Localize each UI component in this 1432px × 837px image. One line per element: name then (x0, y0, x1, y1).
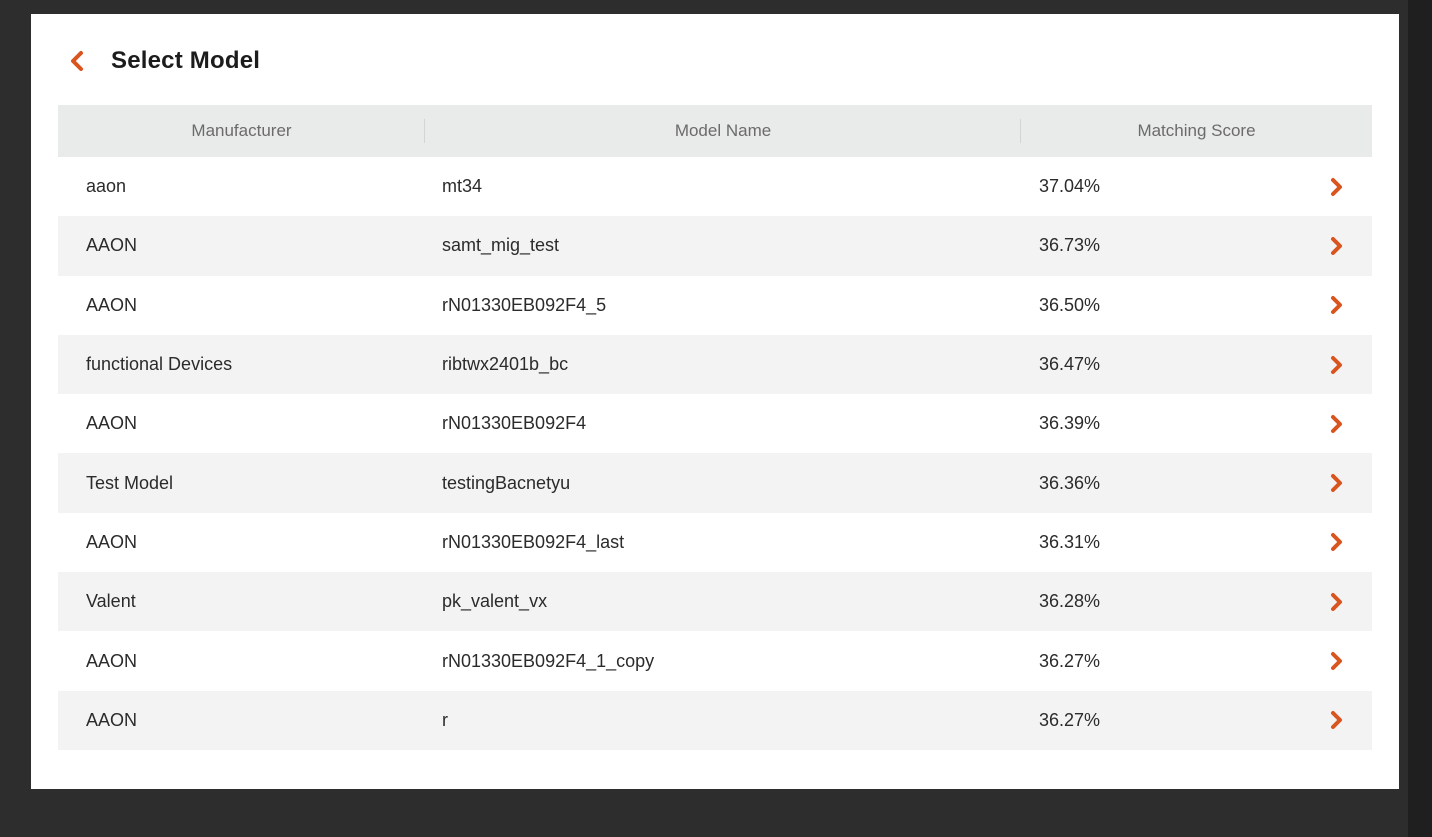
chevron-right-icon (1331, 592, 1342, 611)
table-row[interactable]: Test Model testingBacnetyu 36.36% (58, 453, 1372, 513)
matching-score-cell: 36.28% (1039, 591, 1101, 612)
chevron-right-icon (1331, 236, 1342, 255)
row-select-button[interactable] (1329, 592, 1372, 612)
model-name-cell: samt_mig_test (442, 235, 560, 256)
model-name-cell: testingBacnetyu (442, 472, 571, 493)
back-button[interactable] (65, 49, 89, 73)
chevron-right-icon (1331, 355, 1342, 374)
table-row[interactable]: AAON rN01330EB092F4_1_copy 36.27% (58, 631, 1372, 691)
model-name-cell: rN01330EB092F4 (442, 413, 587, 434)
chevron-right-icon (1331, 474, 1342, 493)
table-row[interactable]: aaon mt34 37.04% (58, 157, 1372, 217)
table-header: Manufacturer Model Name Matching Score (58, 105, 1372, 157)
manufacturer-cell: aaon (86, 176, 127, 197)
header: Select Model (65, 44, 260, 78)
chevron-right-icon (1331, 296, 1342, 315)
select-model-panel: Select Model Manufacturer Model Name Mat… (31, 14, 1399, 789)
model-name-cell: rN01330EB092F4_5 (442, 294, 607, 315)
row-select-button[interactable] (1329, 532, 1372, 552)
manufacturer-cell: AAON (86, 709, 138, 730)
matching-score-cell: 36.31% (1039, 531, 1101, 552)
chevron-left-icon (71, 51, 83, 71)
manufacturer-cell: AAON (86, 531, 138, 552)
chevron-right-icon (1331, 652, 1342, 671)
table-body: aaon mt34 37.04% AAON samt_mig_test 36.7… (58, 157, 1372, 750)
row-select-button[interactable] (1329, 295, 1372, 315)
model-name-cell: r (442, 709, 448, 730)
manufacturer-cell: AAON (86, 235, 138, 256)
row-select-button[interactable] (1329, 355, 1372, 375)
manufacturer-cell: AAON (86, 650, 138, 671)
model-name-cell: rN01330EB092F4_1_copy (442, 650, 655, 671)
matching-score-cell: 36.36% (1039, 472, 1101, 493)
table-row[interactable]: Valent pk_valent_vx 36.28% (58, 572, 1372, 632)
manufacturer-cell: AAON (86, 294, 138, 315)
model-name-cell: mt34 (442, 176, 483, 197)
manufacturer-cell: Valent (86, 591, 136, 612)
row-select-button[interactable] (1329, 177, 1372, 197)
column-header-matching-score: Matching Score (1137, 121, 1256, 140)
row-select-button[interactable] (1329, 236, 1372, 256)
table-row[interactable]: AAON samt_mig_test 36.73% (58, 216, 1372, 276)
table-row[interactable]: AAON rN01330EB092F4_last 36.31% (58, 512, 1372, 573)
models-table: Manufacturer Model Name Matching Score a… (58, 105, 1372, 750)
model-name-cell: rN01330EB092F4_last (442, 531, 625, 552)
matching-score-cell: 36.73% (1039, 235, 1101, 256)
table-row[interactable]: functional Devices ribtwx2401b_bc 36.47% (58, 334, 1372, 395)
manufacturer-cell: AAON (86, 413, 138, 434)
matching-score-cell: 36.50% (1039, 294, 1101, 315)
table-row[interactable]: AAON rN01330EB092F4_5 36.50% (58, 275, 1372, 335)
matching-score-cell: 36.27% (1039, 709, 1101, 730)
matching-score-cell: 36.27% (1039, 650, 1101, 671)
matching-score-cell: 36.39% (1039, 413, 1101, 434)
column-header-manufacturer: Manufacturer (58, 105, 425, 157)
manufacturer-cell: functional Devices (86, 354, 233, 375)
row-select-button[interactable] (1329, 651, 1372, 671)
chevron-right-icon (1331, 177, 1342, 196)
table-row[interactable]: AAON r 36.27% (58, 690, 1372, 750)
model-name-cell: pk_valent_vx (442, 591, 548, 612)
chevron-right-icon (1331, 414, 1342, 433)
manufacturer-cell: Test Model (86, 472, 174, 493)
row-select-button[interactable] (1329, 414, 1372, 434)
model-name-cell: ribtwx2401b_bc (442, 354, 569, 375)
chevron-right-icon (1331, 711, 1342, 730)
page-title: Select Model (111, 47, 261, 74)
matching-score-cell: 36.47% (1039, 354, 1101, 375)
row-select-button[interactable] (1329, 473, 1372, 493)
row-select-button[interactable] (1329, 710, 1372, 730)
chevron-right-icon (1331, 533, 1342, 552)
column-header-model-name: Model Name (425, 105, 1021, 157)
matching-score-cell: 37.04% (1039, 176, 1101, 197)
table-row[interactable]: AAON rN01330EB092F4 36.39% (58, 394, 1372, 454)
window-edge (1408, 0, 1432, 837)
